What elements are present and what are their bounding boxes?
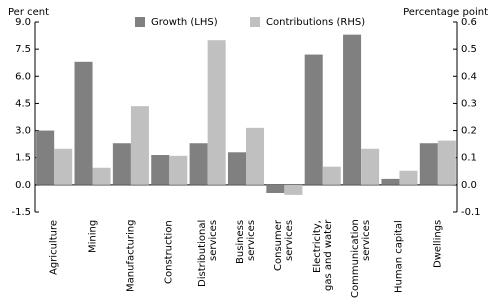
bar	[130, 106, 149, 185]
bar	[343, 34, 362, 185]
y2-tick-label: 0.4	[461, 71, 477, 82]
x-tick-label: Construction	[163, 220, 175, 284]
y-tick-label: 0.0	[15, 180, 31, 191]
y-tick-label: 3.0	[15, 126, 31, 137]
legend-swatch	[250, 17, 260, 27]
y-axis-title: Per cent	[8, 7, 49, 18]
x-tick-label: Business services	[235, 220, 257, 265]
y2-tick-label: 0.3	[461, 98, 477, 109]
y2-tick-label: 0.5	[461, 44, 477, 55]
x-tick-label: Consumer services	[273, 220, 296, 271]
y-tick-label: 7.5	[15, 44, 31, 55]
y2-axis-title: Percentage point	[403, 7, 488, 18]
y-tick-label: -1.5	[11, 207, 31, 218]
bar	[419, 143, 438, 185]
bar	[266, 184, 285, 193]
y2-tick-label: 0.1	[461, 153, 477, 164]
y-tick-label: 4.5	[15, 98, 31, 109]
legend-label: Contributions (RHS)	[266, 17, 365, 28]
bar	[304, 54, 323, 185]
bar	[322, 166, 341, 185]
y-tick-label: 6.0	[15, 71, 31, 82]
y2-tick-label: -0.1	[461, 207, 481, 218]
y2-tick-label: 0.0	[461, 180, 477, 191]
y2-tick-label: 0.2	[461, 126, 477, 137]
x-tick-label: Communication services	[350, 219, 373, 298]
bar	[151, 155, 170, 185]
bar	[92, 167, 111, 185]
y-tick-label: 1.5	[15, 153, 31, 164]
bar	[169, 155, 188, 185]
legend-swatch	[135, 17, 145, 27]
legend-label: Growth (LHS)	[151, 17, 218, 28]
y2-tick-label: 0.6	[461, 17, 477, 28]
y-tick-label: 9.0	[15, 17, 31, 28]
bar	[36, 130, 55, 185]
bar	[381, 178, 400, 185]
x-tick-label: Dwellings	[432, 220, 444, 269]
bar	[189, 143, 208, 185]
bar	[437, 140, 456, 185]
bar	[74, 61, 93, 185]
bar	[284, 184, 303, 195]
x-tick-label: Manufacturing	[125, 220, 137, 293]
x-tick-label: Distributional services	[196, 220, 219, 288]
x-tick-label: Mining	[87, 220, 99, 254]
bar	[361, 148, 380, 185]
x-tick-label: Agriculture	[48, 220, 60, 275]
bar	[399, 170, 418, 185]
bar	[227, 152, 246, 185]
x-tick-label: Human capital	[393, 220, 405, 293]
bar	[246, 127, 265, 185]
bar	[54, 148, 73, 185]
bar	[112, 143, 131, 185]
bar	[207, 40, 226, 185]
x-tick-label: Electricity, gas and water	[311, 220, 334, 292]
